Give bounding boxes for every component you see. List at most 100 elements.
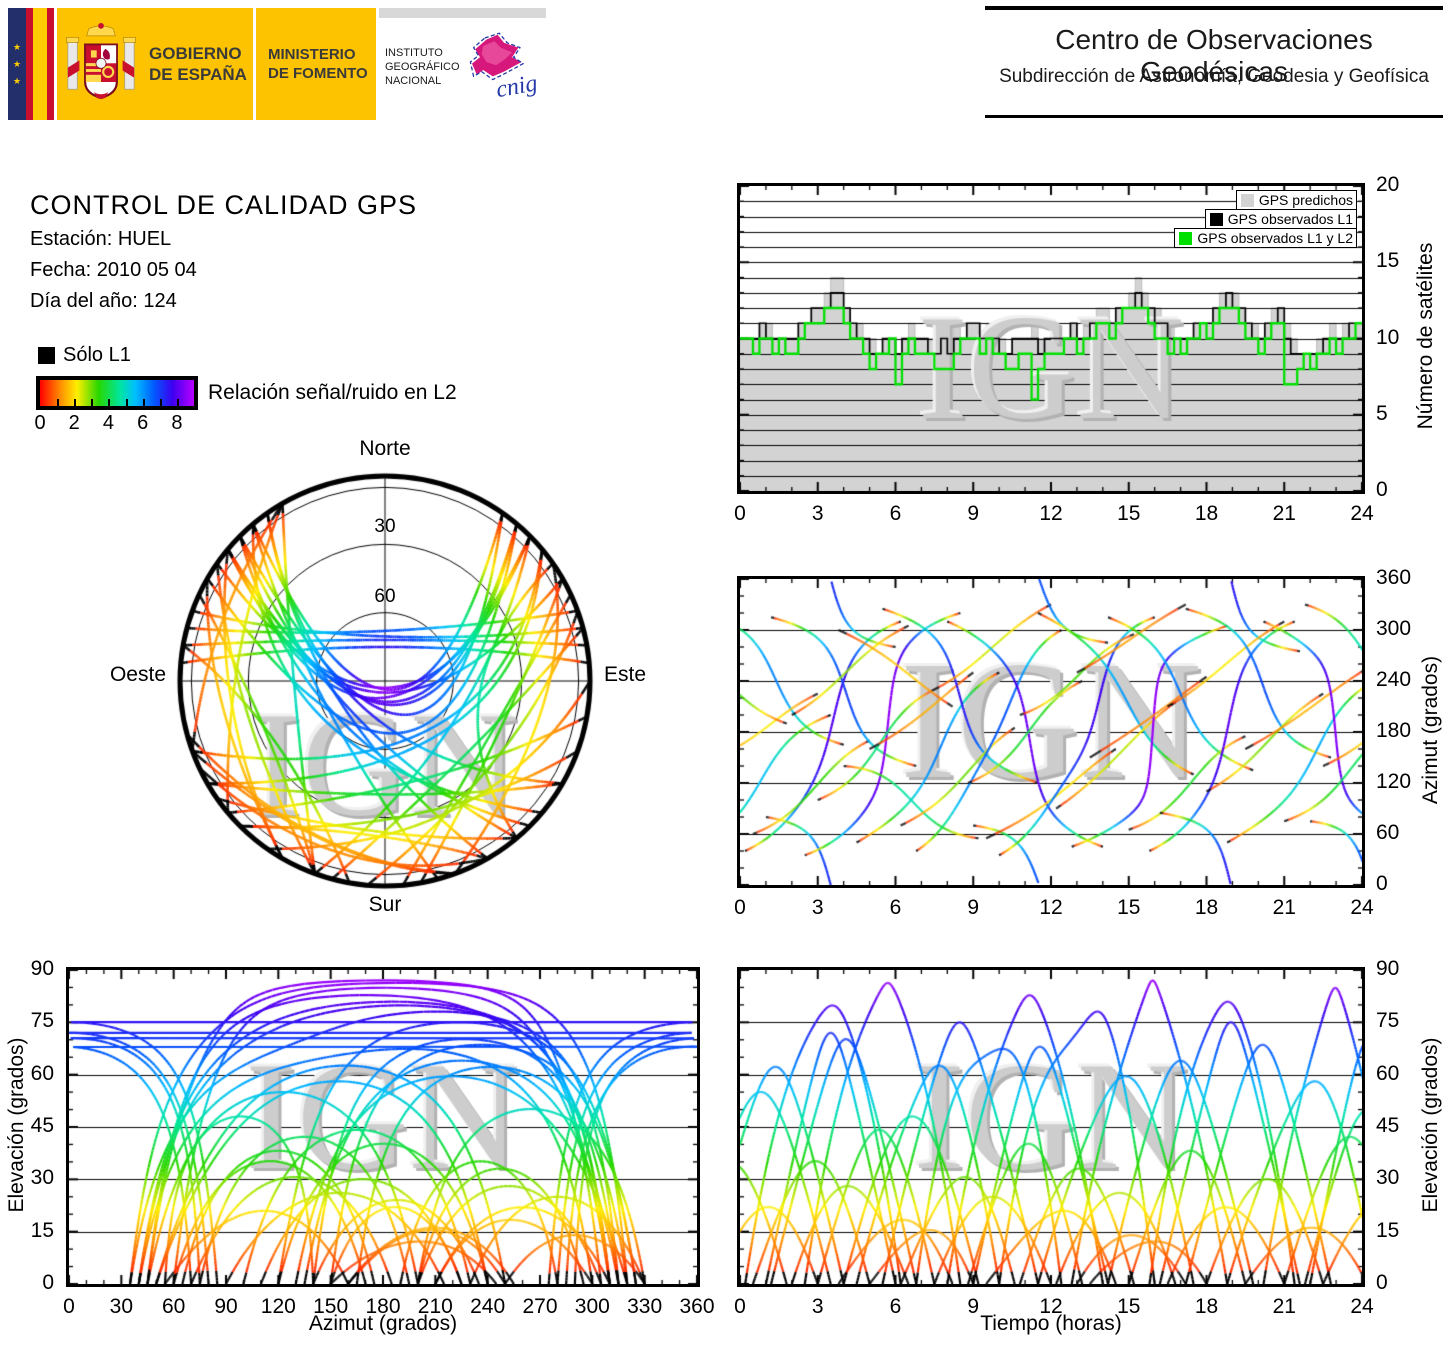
x-tick-label: 300 — [574, 1295, 610, 1318]
x-tick-label: 12 — [1039, 896, 1063, 919]
y-tick-label: 240 — [1376, 668, 1412, 691]
x-tick-label: 330 — [627, 1295, 663, 1318]
colorbar-tick-label: 4 — [102, 412, 114, 434]
x-tick-label: 0 — [734, 1295, 746, 1318]
spain-eu-flag-logo: ★ ★ ★ — [8, 8, 54, 120]
x-tick-label: 12 — [1039, 502, 1063, 525]
az-chart-ylabel: Azimut (grados) — [1419, 655, 1442, 805]
y-tick-label: 20 — [1376, 173, 1400, 196]
skyplot-west-label: Oeste — [109, 663, 166, 686]
header-rule-bottom — [985, 115, 1443, 118]
x-tick-label: 21 — [1272, 1295, 1296, 1318]
snr-colorbar-label: Relación señal/ruido en L2 — [208, 381, 457, 404]
colorbar-tick — [57, 399, 60, 406]
colorbar-tick — [125, 399, 128, 406]
skyplot-east-label: Este — [604, 663, 647, 686]
colorbar-tick-label: 6 — [137, 412, 149, 434]
sat-chart-ylabel: Número de satélites — [1414, 242, 1437, 430]
skyplot-ring-30-label: 30 — [374, 516, 396, 537]
header-rule-top — [985, 6, 1443, 10]
x-tick-label: 270 — [522, 1295, 558, 1318]
y-tick-label: 15 — [30, 1218, 54, 1242]
x-tick-label: 6 — [889, 502, 902, 525]
ministerio-line2: DE FOMENTO — [268, 65, 368, 82]
legend-swatch-icon — [1179, 231, 1193, 245]
x-tick-label: 21 — [1272, 502, 1296, 525]
x-tick-label: 15 — [1117, 1295, 1141, 1318]
x-tick-label: 150 — [313, 1295, 349, 1318]
y-tick-label: 75 — [1376, 1009, 1400, 1033]
legend-row: GPS observados L1 y L2 — [1174, 228, 1357, 248]
x-tick-label: 3 — [811, 1295, 824, 1318]
y-tick-label: 90 — [1376, 957, 1400, 980]
y-tick-label: 10 — [1376, 325, 1400, 349]
colorbar-tick — [108, 399, 111, 406]
elaz-chart-xlabel: Azimut (grados) — [308, 1312, 458, 1335]
azimuth-vs-time-canvas — [740, 579, 1362, 885]
y-tick-label: 30 — [1376, 1166, 1400, 1190]
x-tick-label: 15 — [1117, 896, 1141, 919]
y-tick-label: 60 — [30, 1061, 54, 1085]
x-tick-label: 18 — [1194, 502, 1219, 525]
elevation-vs-time-chart — [737, 967, 1365, 1287]
x-tick-label: 210 — [417, 1295, 453, 1318]
y-tick-label: 0 — [1376, 1271, 1388, 1294]
legend-label: GPS observados L1 y L2 — [1197, 230, 1353, 246]
cnig-logo-icon: cnig — [469, 32, 539, 103]
cnig-text: cnig — [494, 70, 539, 103]
y-tick-label: 300 — [1376, 617, 1412, 640]
snr-colorbar — [36, 376, 198, 410]
x-tick-label: 240 — [470, 1295, 506, 1318]
colorbar-tick-label: 2 — [68, 412, 80, 434]
y-tick-label: 0 — [42, 1271, 54, 1294]
x-tick-label: 3 — [811, 896, 824, 919]
y-tick-label: 45 — [1376, 1114, 1400, 1137]
colorbar-tick — [176, 399, 179, 406]
elt-chart-xlabel: Tiempo (horas) — [980, 1312, 1122, 1335]
solo-l1-legend: Sólo L1 — [38, 344, 131, 367]
solo-l1-label: Sólo L1 — [63, 344, 131, 366]
colorbar-tick-label: 0 — [34, 412, 46, 434]
y-tick-label: 0 — [1376, 478, 1388, 501]
x-tick-label: 60 — [161, 1295, 186, 1318]
header-center-block: Centro de Observaciones Geodésicas Subdi… — [985, 6, 1443, 118]
elevation-vs-time-canvas — [740, 970, 1362, 1284]
report-title: CONTROL DE CALIDAD GPS — [30, 190, 418, 220]
colorbar-tick — [91, 399, 94, 406]
colorbar-tick — [74, 399, 77, 406]
x-tick-label: 90 — [214, 1295, 238, 1318]
legend-label: GPS observados L1 — [1227, 211, 1353, 227]
x-tick-label: 360 — [679, 1295, 715, 1318]
elevation-vs-azimuth-chart — [66, 967, 700, 1287]
x-tick-label: 24 — [1350, 1295, 1374, 1318]
gobierno-line1: GOBIERNO — [149, 44, 242, 63]
doy-line: Día del año: 124 — [30, 290, 177, 312]
x-tick-label: 24 — [1350, 502, 1374, 525]
x-tick-label: 30 — [109, 1295, 134, 1318]
x-tick-label: 120 — [260, 1295, 296, 1318]
elt-chart-ylabel: Elevación (grados) — [1419, 1037, 1442, 1213]
legend-swatch-icon — [1209, 212, 1223, 226]
x-tick-label: 18 — [1194, 896, 1219, 919]
x-tick-label: 0 — [734, 896, 746, 919]
org-title: Centro de Observaciones Geodésicas — [1055, 24, 1373, 87]
colorbar-tick-label: 8 — [171, 412, 183, 434]
ign-line1: INSTITUTO — [385, 47, 443, 59]
x-tick-label: 180 — [365, 1295, 401, 1318]
gobierno-line2: DE ESPAÑA — [149, 65, 247, 84]
x-tick-label: 0 — [63, 1295, 75, 1318]
station-line: Estación: HUEL — [30, 228, 172, 250]
y-tick-label: 5 — [1376, 401, 1388, 425]
coat-of-arms-icon — [66, 22, 136, 99]
y-tick-label: 360 — [1376, 566, 1412, 589]
legend-row: GPS predichos — [1235, 190, 1357, 210]
legend-swatch-icon — [1240, 193, 1254, 207]
eu-stars-strip: ★ ★ ★ — [8, 8, 26, 120]
ign-line3: NACIONAL — [385, 75, 442, 87]
y-tick-label: 180 — [1376, 719, 1412, 742]
skyplot-north-label: Norte — [359, 437, 411, 460]
y-tick-label: 0 — [1376, 872, 1388, 895]
ign-logo-box: INSTITUTO GEOGRÁFICO NACIONAL cnig — [379, 8, 546, 120]
colorbar-tick — [142, 399, 145, 406]
